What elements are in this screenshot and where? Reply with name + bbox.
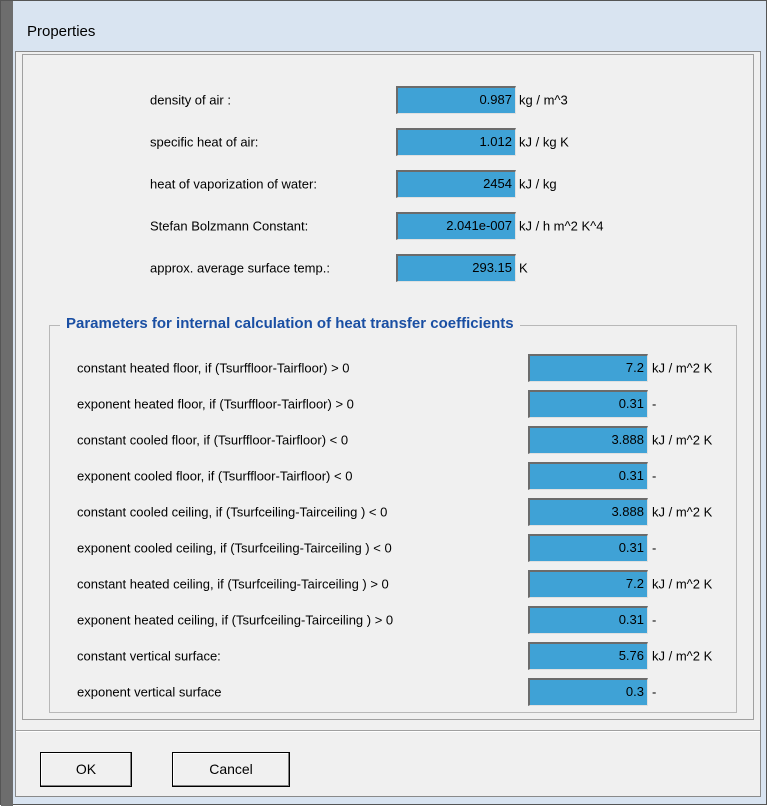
unit-label: kg / m^3 bbox=[519, 92, 568, 108]
param-field[interactable]: 7.2 bbox=[528, 570, 648, 598]
value-field[interactable]: 2.041e-007 bbox=[396, 212, 516, 240]
param-label: constant heated ceiling, if (Tsurfceilin… bbox=[77, 576, 389, 592]
field-label: density of air : bbox=[150, 92, 231, 108]
window-frame bbox=[1, 1, 13, 806]
unit-label: - bbox=[652, 396, 657, 412]
param-field[interactable]: 7.2 bbox=[528, 354, 648, 382]
field-label: Stefan Bolzmann Constant: bbox=[150, 218, 309, 234]
param-label: constant heated floor, if (Tsurffloor-Ta… bbox=[77, 360, 350, 376]
value-field[interactable]: 2454 bbox=[396, 170, 516, 198]
param-label: constant cooled floor, if (Tsurffloor-Ta… bbox=[77, 432, 349, 448]
param-field[interactable]: 3.888 bbox=[528, 426, 648, 454]
param-label: constant vertical surface: bbox=[77, 648, 221, 664]
param-label: exponent cooled ceiling, if (Tsurfceilin… bbox=[77, 540, 392, 556]
unit-label: kJ / h m^2 K^4 bbox=[519, 218, 604, 234]
unit-label: kJ / kg bbox=[519, 176, 557, 192]
value-field[interactable]: 0.987 bbox=[396, 86, 516, 114]
field-label: specific heat of air: bbox=[150, 134, 259, 150]
cancel-button[interactable]: Cancel bbox=[172, 752, 290, 787]
field-label: heat of vaporization of water: bbox=[150, 176, 317, 192]
group-title: Parameters for internal calculation of h… bbox=[60, 315, 520, 332]
param-label: exponent cooled floor, if (Tsurffloor-Ta… bbox=[77, 468, 353, 484]
param-label: exponent heated ceiling, if (Tsurfceilin… bbox=[77, 612, 394, 628]
separator bbox=[16, 730, 760, 732]
param-label: constant cooled ceiling, if (Tsurfceilin… bbox=[77, 504, 388, 520]
param-field[interactable]: 0.3 bbox=[528, 678, 648, 706]
unit-label: - bbox=[652, 468, 657, 484]
param-field[interactable]: 0.31 bbox=[528, 390, 648, 418]
unit-label: - bbox=[652, 540, 657, 556]
param-field[interactable]: 3.888 bbox=[528, 498, 648, 526]
unit-label: kJ / kg K bbox=[519, 134, 569, 150]
unit-label: kJ / m^2 K bbox=[652, 576, 713, 592]
unit-label: K bbox=[519, 260, 528, 276]
unit-label: kJ / m^2 K bbox=[652, 648, 713, 664]
param-field[interactable]: 0.31 bbox=[528, 606, 648, 634]
param-field[interactable]: 5.76 bbox=[528, 642, 648, 670]
unit-label: - bbox=[652, 612, 657, 628]
unit-label: - bbox=[652, 684, 657, 700]
value-field[interactable]: 1.012 bbox=[396, 128, 516, 156]
param-field[interactable]: 0.31 bbox=[528, 462, 648, 490]
param-label: exponent vertical surface bbox=[77, 684, 222, 700]
dialog-client: Parameters for internal calculation of h… bbox=[15, 51, 761, 797]
unit-label: kJ / m^2 K bbox=[652, 360, 713, 376]
unit-label: kJ / m^2 K bbox=[652, 432, 713, 448]
param-label: exponent heated floor, if (Tsurffloor-Ta… bbox=[77, 396, 354, 412]
ok-button[interactable]: OK bbox=[40, 752, 132, 787]
window-title: Properties bbox=[27, 23, 96, 40]
unit-label: kJ / m^2 K bbox=[652, 504, 713, 520]
value-field[interactable]: 293.15 bbox=[396, 254, 516, 282]
param-field[interactable]: 0.31 bbox=[528, 534, 648, 562]
field-label: approx. average surface temp.: bbox=[150, 260, 330, 276]
